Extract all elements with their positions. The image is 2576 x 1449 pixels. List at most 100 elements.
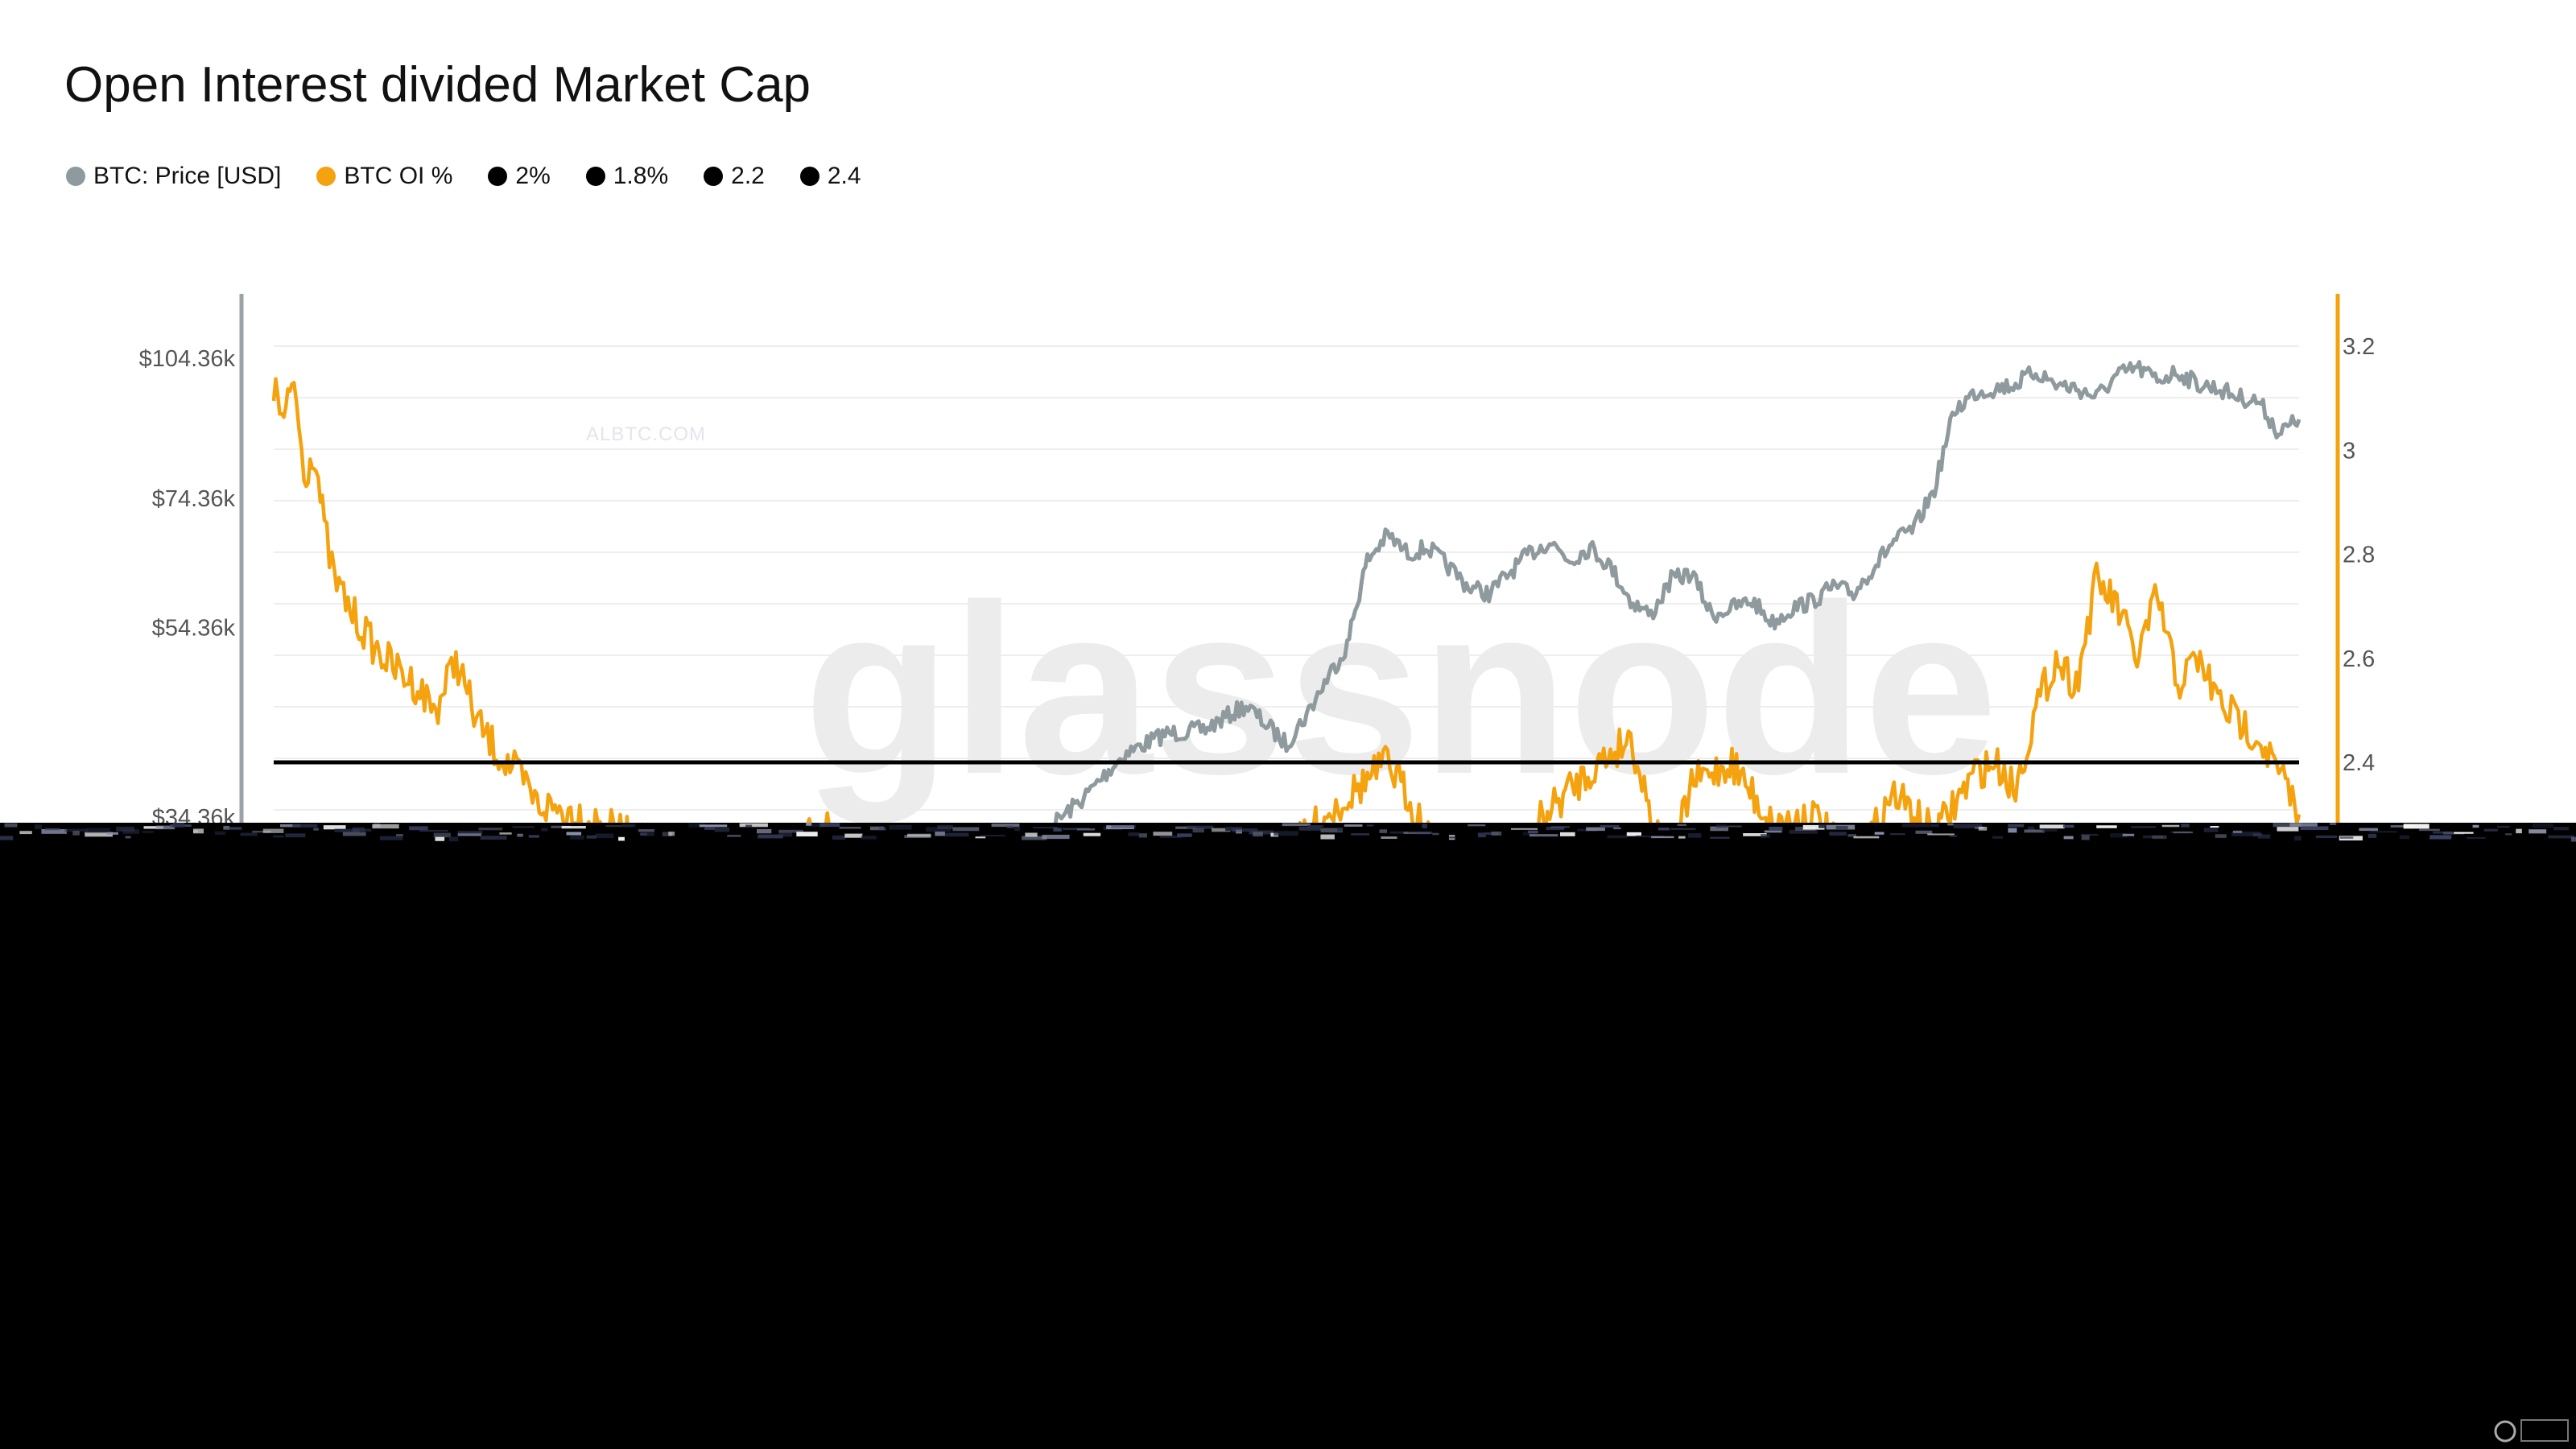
legend-dot-2-4: [799, 167, 819, 186]
glitch-segment: [778, 832, 792, 837]
glitch-segment: [2122, 833, 2135, 836]
glitch-segment: [409, 826, 428, 831]
glitch-segment: [2369, 831, 2397, 833]
glitch-segment: [1159, 836, 1182, 838]
glitch-segment: [2368, 833, 2377, 838]
legend-label-2-2: 2.2: [731, 163, 765, 189]
glitch-segment: [2570, 836, 2576, 842]
glitch-segment: [1014, 827, 1021, 832]
glitch-segment: [586, 835, 597, 839]
glitch-segment: [2008, 828, 2017, 833]
glitch-segment: [2215, 834, 2227, 838]
glitch-segment: [1006, 825, 1014, 828]
glitch-segment: [861, 836, 877, 840]
glitch-segment: [2399, 835, 2410, 840]
glitch-segment: [1351, 832, 1370, 836]
glitch-segment: [1484, 832, 1499, 836]
glitch-segment: [1416, 832, 1433, 835]
glitch-segment: [214, 831, 226, 836]
glitch-segment: [2173, 831, 2193, 834]
glitch-segment: [2008, 824, 2025, 828]
glitch-segment: [2252, 833, 2263, 836]
glitch-segment: [1422, 824, 1428, 828]
glitch-segment: [1818, 824, 1827, 828]
glitch-segment: [2403, 824, 2429, 829]
legend-item-2pct[interactable]: 2%: [488, 163, 551, 190]
glitch-segment: [1232, 828, 1258, 832]
glitch-segment: [448, 836, 459, 842]
legend-label-price: BTC: Price [USD]: [93, 163, 282, 189]
glitch-segment: [1282, 823, 1311, 827]
glitch-segment: [2027, 826, 2035, 831]
legend-item-2-2[interactable]: 2.2: [704, 163, 765, 190]
glitch-segment: [1613, 827, 1621, 830]
legend-item-2-4[interactable]: 2.4: [799, 163, 861, 190]
glitch-segment: [745, 824, 753, 828]
glitch-segment: [1337, 828, 1343, 832]
glitch-segment: [2330, 823, 2337, 825]
glitch-segment: [952, 827, 980, 832]
glitch-segment: [2080, 833, 2099, 836]
legend-dot-price: [66, 167, 85, 186]
glitch-segment: [1022, 836, 1047, 840]
legend-label-oi: BTC OI %: [344, 163, 453, 189]
glitch-segment: [640, 832, 647, 836]
glitch-segment: [1448, 836, 1455, 839]
glitch-segment: [1111, 825, 1136, 828]
glitch-segment: [2529, 829, 2547, 834]
glitch-segment: [2315, 835, 2338, 839]
glitch-segment: [64, 828, 89, 832]
glitch-segment: [155, 825, 175, 830]
legend-item-oi[interactable]: BTC OI %: [316, 163, 452, 190]
glitch-segment: [1953, 824, 1983, 828]
glitch-segment: [1635, 835, 1665, 838]
glitch-segment: [819, 823, 840, 828]
watermark-text: glassnode: [803, 554, 1998, 826]
glitch-segment: [106, 832, 119, 835]
glitch-segment: [2277, 827, 2299, 832]
glitch-segment: [796, 832, 818, 837]
glitch-segment: [1677, 824, 1687, 827]
left-tick-label: $54.36k: [152, 616, 236, 642]
glitch-segment: [1212, 828, 1231, 832]
glitch-segment: [2210, 826, 2219, 828]
glitch-background: [0, 823, 2576, 863]
glitch-segment: [2039, 824, 2065, 829]
glitch-segment: [1802, 824, 1825, 830]
glitch-segment: [1901, 824, 1931, 828]
legend-item-1-8pct[interactable]: 1.8%: [585, 163, 668, 190]
legend-dot-2pct: [488, 167, 508, 186]
glitch-segment: [2063, 836, 2074, 840]
glitch-segment: [262, 828, 284, 833]
glitch-segment: [85, 828, 110, 833]
glitch-segment: [704, 827, 716, 830]
glitch-segment: [2505, 833, 2512, 836]
glitch-segment: [1915, 830, 1933, 834]
glitch-segment: [699, 824, 728, 828]
glitch-segment: [2497, 825, 2510, 828]
glitch-segment: [0, 836, 14, 840]
glitch-segment: [273, 835, 284, 838]
glitch-segment: [570, 835, 584, 840]
glitch-segment: [2231, 832, 2261, 836]
legend-dot-oi: [316, 167, 336, 186]
glitch-segment: [1710, 826, 1728, 832]
right-tick-label: 2.8: [2343, 543, 2375, 568]
glitch-segment: [618, 836, 625, 841]
glitch-segment: [1829, 832, 1847, 836]
glitch-segment: [2062, 824, 2074, 828]
legend-item-price[interactable]: BTC: Price [USD]: [66, 163, 281, 190]
glitch-segment: [757, 828, 772, 834]
glitch-segment: [561, 826, 586, 829]
glitch-segment: [2131, 826, 2157, 828]
glitch-segment: [1651, 836, 1674, 839]
chart-area: Open Interest divided Market Cap BTC: Pr…: [0, 0, 2576, 829]
glitch-segment: [85, 832, 113, 837]
glitch-segment: [2516, 828, 2522, 834]
glitch-segment: [512, 826, 535, 828]
glitch-segment: [1053, 828, 1062, 832]
glitch-segment: [379, 836, 403, 840]
glitch-segment: [2454, 832, 2474, 834]
glitch-segment: [419, 829, 448, 832]
glitch-segment: [1789, 829, 1818, 834]
